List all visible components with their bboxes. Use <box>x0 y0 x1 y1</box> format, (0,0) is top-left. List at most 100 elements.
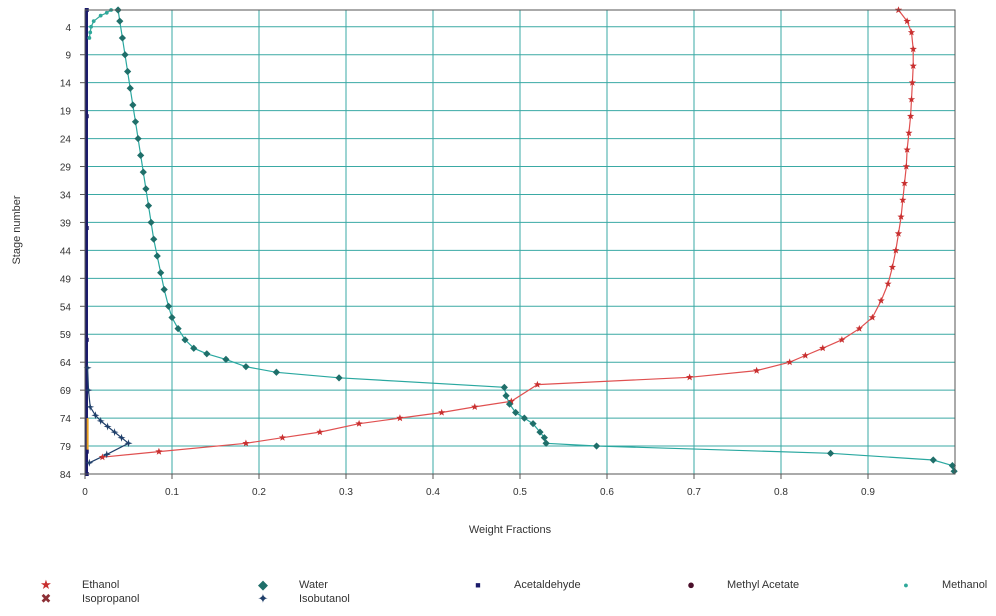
data-point-water <box>502 392 510 400</box>
four-point-star-icon: ✦ <box>257 591 269 606</box>
data-point-isobutanol <box>124 439 133 448</box>
data-point-ethanol <box>907 95 916 103</box>
y-tick-label: 39 <box>60 218 72 229</box>
data-point-ethanol <box>907 28 916 36</box>
data-point-ethanol <box>438 408 446 416</box>
data-point-water <box>124 67 132 76</box>
y-tick-label: 44 <box>60 246 72 257</box>
data-point-ethanol <box>471 403 479 410</box>
data-point-ethanol <box>819 344 827 352</box>
y-tick-label: 84 <box>60 470 72 481</box>
vertical-gridlines <box>171 10 869 474</box>
data-point-ethanol <box>98 453 106 461</box>
stage-profile-chart: 0 0.1 0.2 0.3 0.4 0.5 0.6 0.7 0.8 0.9 49141924293… <box>11 6 958 536</box>
y-tick-label: 19 <box>60 107 72 118</box>
data-point-water <box>500 383 508 391</box>
data-point-water <box>142 185 150 193</box>
data-point-ethanol <box>909 62 917 69</box>
data-point-ethanol <box>242 439 250 447</box>
y-tick-label: 49 <box>60 274 72 285</box>
data-point-water <box>929 456 937 464</box>
data-point-ethanol <box>155 447 163 455</box>
data-point-isobutanol <box>84 386 93 395</box>
data-point-water <box>118 34 127 42</box>
data-point-ethanol <box>868 313 876 321</box>
data-point-ethanol <box>897 213 905 220</box>
data-point-isobutanol <box>85 458 94 467</box>
data-point-ethanol <box>801 351 809 359</box>
data-point-ethanol <box>278 433 287 441</box>
x-tick-label: 0 <box>82 487 88 498</box>
data-point-water <box>592 442 601 450</box>
data-point-ethanol <box>507 397 515 405</box>
data-point-ethanol <box>905 129 913 137</box>
data-point-methanol <box>91 19 96 24</box>
x-tick-label: 0.2 <box>252 487 266 498</box>
data-point-ethanol <box>877 296 885 304</box>
x-tick-label: 0.5 <box>513 487 527 498</box>
data-point-ethanol <box>686 373 694 381</box>
data-point-water <box>168 313 176 322</box>
data-point-water <box>950 467 958 475</box>
data-point-water <box>203 350 211 358</box>
data-point-methanol <box>104 10 109 15</box>
data-point-water <box>137 151 145 159</box>
data-point-water <box>222 355 230 363</box>
cross-icon: ✖ <box>40 591 52 606</box>
data-point-isobutanol <box>96 416 105 425</box>
data-point-water <box>529 420 537 428</box>
circle-icon: ● <box>687 577 695 592</box>
data-point-acetaldehyde <box>84 226 89 231</box>
legend-label: Water <box>299 579 328 591</box>
data-point-water <box>126 84 134 92</box>
data-point-water <box>144 202 153 210</box>
data-point-ethanol <box>855 324 863 332</box>
data-point-ethanol <box>355 419 363 427</box>
y-tick-label: 79 <box>60 442 72 453</box>
data-point-ethanol <box>899 196 907 204</box>
data-point-water <box>157 269 165 277</box>
legend-label: Ethanol <box>82 579 120 591</box>
data-point-water <box>190 344 198 352</box>
y-tick-label: 14 <box>60 79 72 90</box>
x-tick-label: 0.6 <box>600 487 614 498</box>
y-tick-label: 4 <box>65 23 71 34</box>
x-axis-ticks: 0 0.1 0.2 0.3 0.4 0.5 0.6 0.7 0.8 0.9 <box>82 474 875 498</box>
data-point-ethanol <box>907 112 915 120</box>
data-point-water <box>153 252 161 260</box>
x-tick-label: 0.9 <box>861 487 875 498</box>
data-point-methanol <box>89 24 93 29</box>
data-point-ethanol <box>903 146 911 153</box>
y-tick-label: 54 <box>60 302 72 313</box>
star-icon: ★ <box>40 577 52 592</box>
data-point-isobutanol <box>110 428 119 437</box>
data-point-ethanol <box>838 336 846 343</box>
data-point-water <box>536 428 544 436</box>
y-tick-label: 34 <box>60 190 72 201</box>
data-point-water <box>147 218 155 227</box>
legend-label: Methanol <box>942 579 988 591</box>
data-point-methanol <box>88 30 93 35</box>
legend-label: Acetaldehyde <box>514 579 581 591</box>
y-tick-label: 9 <box>65 51 71 62</box>
data-point-isobutanol <box>102 450 111 459</box>
x-tick-label: 0.4 <box>426 487 440 498</box>
data-point-water <box>150 235 158 243</box>
data-point-ethanol <box>900 179 909 187</box>
square-icon: ■ <box>475 580 481 590</box>
data-point-isobutanol <box>103 422 112 431</box>
data-point-water <box>181 336 189 344</box>
diamond-icon: ◆ <box>258 577 268 592</box>
data-point-ethanol <box>316 428 324 436</box>
dot-icon: ● <box>903 580 909 590</box>
data-point-methanol <box>98 13 103 18</box>
data-point-water <box>272 368 280 376</box>
y-tick-label: 69 <box>60 386 72 397</box>
series-line-ethanol <box>102 9 914 458</box>
data-point-water <box>826 449 835 457</box>
y-tick-label: 59 <box>60 330 72 341</box>
legend-label: Isopropanol <box>82 593 140 605</box>
data-point-ethanol <box>892 246 900 254</box>
x-tick-label: 0.1 <box>165 487 179 498</box>
data-point-water <box>129 101 137 109</box>
